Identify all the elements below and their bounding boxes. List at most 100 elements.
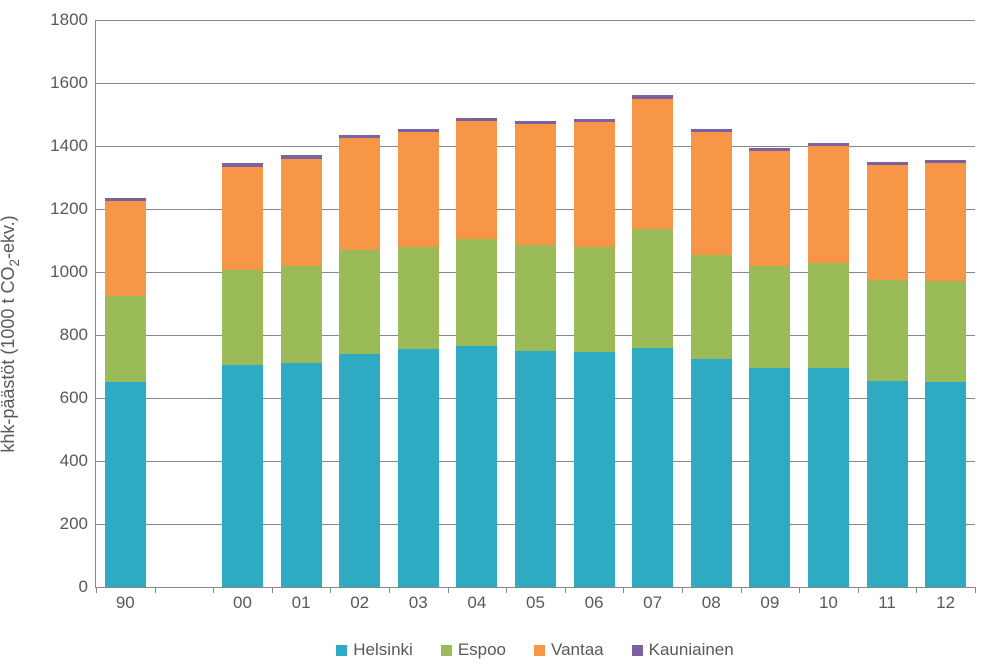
bar-slot: 09 xyxy=(741,20,800,587)
segment-helsinki xyxy=(515,351,556,587)
x-tick-label: 06 xyxy=(585,587,604,613)
bar-06 xyxy=(574,20,615,587)
x-tick-mark xyxy=(96,587,97,593)
x-tick-mark xyxy=(565,587,566,593)
bar-slot: 11 xyxy=(858,20,917,587)
x-tick-label: 04 xyxy=(467,587,486,613)
segment-vantaa xyxy=(574,122,615,246)
segment-vantaa xyxy=(339,138,380,250)
x-tick-label: 05 xyxy=(526,587,545,613)
y-axis-label: khk-päästöt (1000 t CO2-ekv.) xyxy=(0,215,22,452)
segment-espoo xyxy=(515,245,556,351)
x-tick-mark xyxy=(623,587,624,593)
x-tick-mark xyxy=(916,587,917,593)
segment-vantaa xyxy=(808,146,849,263)
bar-08 xyxy=(691,20,732,587)
x-tick-label: 00 xyxy=(233,587,252,613)
segment-espoo xyxy=(925,281,966,382)
legend-swatch xyxy=(336,645,347,656)
segment-espoo xyxy=(867,280,908,381)
x-tick-label: 11 xyxy=(878,587,896,613)
y-tick-label: 200 xyxy=(60,514,96,534)
segment-vantaa xyxy=(749,151,790,266)
y-tick-label: 1400 xyxy=(50,136,96,156)
segment-vantaa xyxy=(925,163,966,281)
segment-espoo xyxy=(632,229,673,347)
bar-slot: 05 xyxy=(506,20,565,587)
segment-helsinki xyxy=(105,382,146,587)
bar-slot: 03 xyxy=(389,20,448,587)
segment-vantaa xyxy=(398,132,439,247)
legend-label: Kauniainen xyxy=(649,640,734,660)
emissions-stacked-bar-chart: khk-päästöt (1000 t CO2-ekv.) 9000010203… xyxy=(0,0,995,668)
x-tick-mark xyxy=(858,587,859,593)
segment-vantaa xyxy=(105,201,146,296)
plot-area: 9000010203040506070809101112 02004006008… xyxy=(95,20,975,588)
segment-helsinki xyxy=(222,365,263,587)
x-tick-label: 02 xyxy=(350,587,369,613)
legend-label: Helsinki xyxy=(353,640,413,660)
x-tick-label: 10 xyxy=(819,587,838,613)
segment-helsinki xyxy=(398,349,439,587)
bar-slot: 07 xyxy=(623,20,682,587)
legend-item-helsinki: Helsinki xyxy=(336,640,413,660)
bar-02 xyxy=(339,20,380,587)
x-tick-label: 01 xyxy=(292,587,311,613)
x-tick-mark xyxy=(155,587,156,593)
segment-espoo xyxy=(339,250,380,354)
legend-label: Vantaa xyxy=(551,640,604,660)
bar-03 xyxy=(398,20,439,587)
segment-vantaa xyxy=(281,159,322,266)
bar-01 xyxy=(281,20,322,587)
bar-10 xyxy=(808,20,849,587)
segment-espoo xyxy=(222,270,263,365)
legend-label: Espoo xyxy=(458,640,506,660)
segment-espoo xyxy=(749,266,790,368)
bar-slot: 12 xyxy=(916,20,975,587)
segment-vantaa xyxy=(632,99,673,230)
legend: Helsinki Espoo Vantaa Kauniainen xyxy=(95,640,975,660)
segment-espoo xyxy=(691,255,732,359)
legend-item-vantaa: Vantaa xyxy=(534,640,604,660)
x-tick-mark xyxy=(448,587,449,593)
y-tick-label: 0 xyxy=(79,577,96,597)
segment-helsinki xyxy=(808,368,849,587)
segment-vantaa xyxy=(515,124,556,245)
legend-swatch xyxy=(632,645,643,656)
x-tick-mark xyxy=(330,587,331,593)
y-tick-label: 1800 xyxy=(50,10,96,30)
legend-swatch xyxy=(441,645,452,656)
bar-00 xyxy=(222,20,263,587)
x-tick-mark xyxy=(682,587,683,593)
y-tick-label: 1200 xyxy=(50,199,96,219)
bar-slot: 02 xyxy=(330,20,389,587)
x-tick-mark xyxy=(213,587,214,593)
segment-espoo xyxy=(281,266,322,364)
segment-espoo xyxy=(574,247,615,353)
x-tick-mark xyxy=(506,587,507,593)
bars-container: 9000010203040506070809101112 xyxy=(96,20,975,587)
bar-04 xyxy=(456,20,497,587)
x-tick-mark xyxy=(799,587,800,593)
bar-90 xyxy=(105,20,146,587)
bar-09 xyxy=(749,20,790,587)
bar-slot: 04 xyxy=(448,20,507,587)
bar-slot: 10 xyxy=(799,20,858,587)
segment-espoo xyxy=(808,263,849,369)
segment-espoo xyxy=(456,239,497,346)
y-tick-label: 1600 xyxy=(50,73,96,93)
x-tick-label: 12 xyxy=(936,587,955,613)
bar-slot: 90 xyxy=(96,20,155,587)
bar-slot: 01 xyxy=(272,20,331,587)
bar-11 xyxy=(867,20,908,587)
x-tick-label: 09 xyxy=(760,587,779,613)
segment-helsinki xyxy=(339,354,380,587)
x-tick-label: 07 xyxy=(643,587,662,613)
segment-helsinki xyxy=(632,348,673,587)
segment-helsinki xyxy=(281,363,322,587)
x-tick-mark xyxy=(272,587,273,593)
segment-vantaa xyxy=(867,165,908,280)
segment-vantaa xyxy=(456,121,497,239)
bar-05 xyxy=(515,20,556,587)
bar-slot: 06 xyxy=(565,20,624,587)
